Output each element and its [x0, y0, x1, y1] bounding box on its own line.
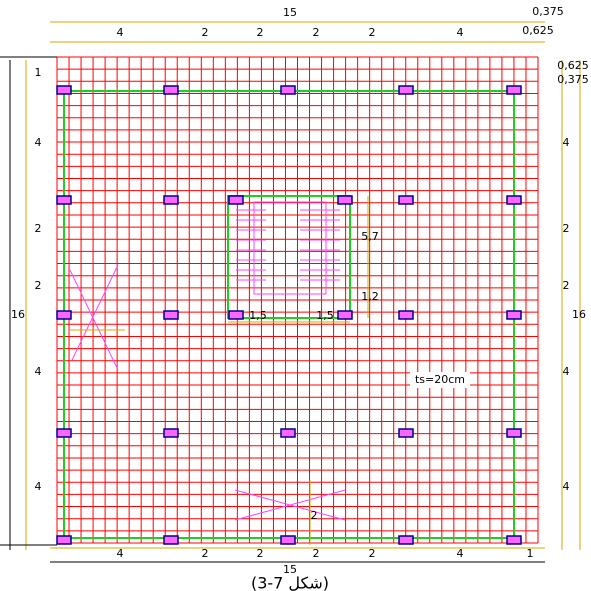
- column: [506, 535, 522, 545]
- caption: (3-7 شکل): [251, 574, 329, 591]
- column: [337, 195, 353, 205]
- column: [398, 428, 414, 438]
- column: [280, 535, 296, 545]
- dim: 5,7: [361, 230, 379, 243]
- label-bg: [410, 372, 470, 388]
- dim: 4: [563, 365, 570, 378]
- column: [163, 310, 179, 320]
- dim: 4: [457, 547, 464, 560]
- column: [506, 85, 522, 95]
- column: [398, 535, 414, 545]
- dim: 2: [202, 547, 209, 560]
- dim: 2: [311, 509, 318, 522]
- dim: 2: [313, 547, 320, 560]
- dim: 2: [313, 26, 320, 39]
- dim: 2: [35, 222, 42, 235]
- column: [280, 428, 296, 438]
- dim: 2: [563, 279, 570, 292]
- dimension-lines: [0, 21, 581, 563]
- column: [398, 85, 414, 95]
- dim: 4: [117, 26, 124, 39]
- diagonal-marks: [69, 264, 346, 521]
- stair-opening: [227, 195, 351, 319]
- dim-note: 0,625: [557, 59, 589, 72]
- dim: 4: [563, 480, 570, 493]
- dim: 1,2: [361, 290, 379, 303]
- column: [56, 535, 72, 545]
- dim: 2: [257, 26, 264, 39]
- dim: 1: [35, 66, 42, 79]
- slab-label: ts=20cm: [415, 373, 465, 386]
- beam-outline: [63, 90, 515, 539]
- dim-total: 15: [283, 6, 297, 19]
- dim-total: 15: [283, 563, 297, 576]
- column: [163, 535, 179, 545]
- dim: 4: [563, 136, 570, 149]
- dim: 2: [202, 26, 209, 39]
- column: [280, 85, 296, 95]
- dim-total: 16: [572, 308, 586, 321]
- dim-note: 0,625: [522, 24, 554, 37]
- column: [506, 310, 522, 320]
- stair: [236, 201, 340, 295]
- dim: 1,5: [249, 309, 267, 322]
- dim-note: 0,375: [557, 73, 589, 86]
- dim: 2: [35, 279, 42, 292]
- dim-note: 0,375: [532, 5, 564, 18]
- dim-total: 16: [11, 308, 25, 321]
- dim: 4: [117, 547, 124, 560]
- dim: 2: [257, 547, 264, 560]
- dim: 4: [35, 480, 42, 493]
- column: [506, 195, 522, 205]
- dim: 4: [35, 365, 42, 378]
- dim: 4: [35, 136, 42, 149]
- column: [56, 85, 72, 95]
- column: [398, 310, 414, 320]
- dim: 2: [563, 222, 570, 235]
- dim: 2: [369, 547, 376, 560]
- column: [56, 310, 72, 320]
- slab-grid: [56, 56, 539, 544]
- column: [337, 310, 353, 320]
- column: [56, 195, 72, 205]
- dim: 2: [369, 26, 376, 39]
- column: [398, 195, 414, 205]
- column: [56, 428, 72, 438]
- dim: 1: [527, 547, 534, 560]
- column: [163, 428, 179, 438]
- column: [163, 85, 179, 95]
- column: [163, 195, 179, 205]
- column: [506, 428, 522, 438]
- columns: [56, 85, 522, 545]
- dim: 1,5: [316, 309, 334, 322]
- column: [228, 310, 244, 320]
- column: [228, 195, 244, 205]
- dim: 4: [457, 26, 464, 39]
